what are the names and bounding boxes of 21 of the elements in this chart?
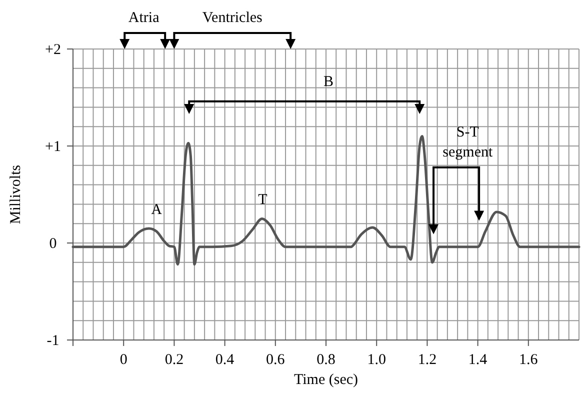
x-tick-label: 0.2 xyxy=(164,352,184,368)
x-tick-label: 0.6 xyxy=(266,352,286,368)
y-tick-label: 0 xyxy=(49,236,57,252)
annotation: S-T segment xyxy=(442,124,494,160)
text: Ventricles xyxy=(202,10,263,26)
x-axis-title: Time (sec) xyxy=(294,372,358,388)
y-tick-label: +2 xyxy=(45,42,61,58)
annotation: B xyxy=(324,74,334,90)
y-tick-label: -1 xyxy=(46,333,60,349)
annotation: T xyxy=(258,192,268,208)
x-tick-label: 1.2 xyxy=(418,352,437,368)
x-tick-label: 1.6 xyxy=(519,352,538,368)
x-tick-label: 0 xyxy=(120,352,128,368)
y-tick-label: +1 xyxy=(45,139,61,155)
annotation: A xyxy=(151,202,162,218)
x-tick-label: 0.8 xyxy=(316,352,336,368)
x-tick-label: 1.4 xyxy=(468,352,488,368)
text: Atria xyxy=(128,10,160,26)
x-tick-label: 0.4 xyxy=(215,352,235,368)
y-axis-title: Millivolts xyxy=(8,164,24,224)
x-tick-label: 1.0 xyxy=(367,352,386,368)
